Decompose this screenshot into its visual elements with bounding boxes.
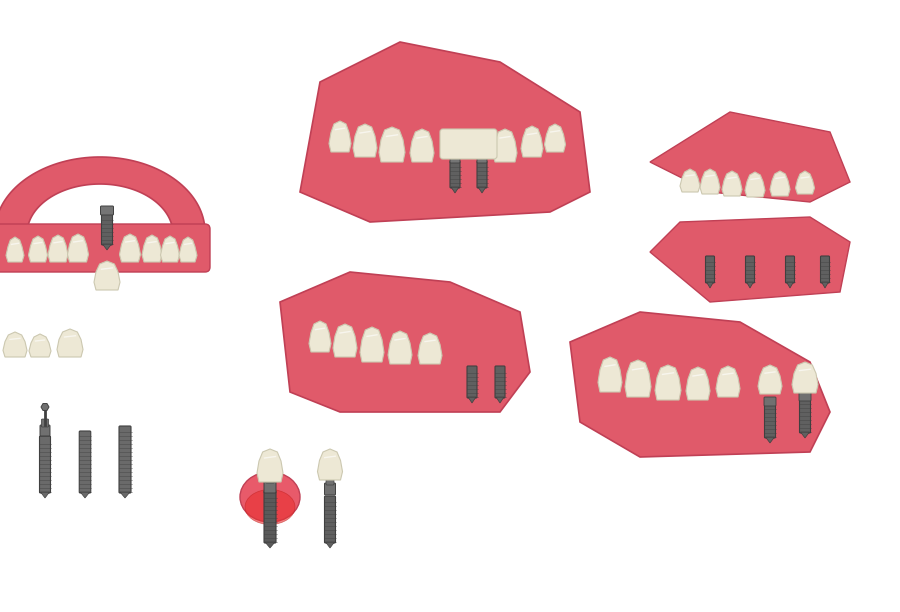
Polygon shape: [655, 365, 681, 400]
Polygon shape: [496, 397, 504, 403]
FancyBboxPatch shape: [477, 161, 487, 188]
FancyBboxPatch shape: [786, 256, 795, 283]
Polygon shape: [333, 324, 357, 357]
FancyBboxPatch shape: [40, 436, 50, 493]
FancyBboxPatch shape: [495, 366, 505, 398]
FancyBboxPatch shape: [450, 155, 460, 163]
Polygon shape: [257, 449, 283, 482]
Polygon shape: [388, 331, 412, 364]
FancyBboxPatch shape: [0, 224, 210, 272]
Polygon shape: [650, 217, 850, 302]
Polygon shape: [418, 333, 442, 364]
FancyBboxPatch shape: [101, 206, 113, 215]
Polygon shape: [179, 237, 197, 262]
Polygon shape: [3, 332, 27, 357]
Polygon shape: [770, 171, 790, 196]
Polygon shape: [300, 42, 590, 222]
FancyBboxPatch shape: [450, 161, 460, 188]
Ellipse shape: [240, 472, 300, 522]
Polygon shape: [265, 542, 275, 548]
Polygon shape: [318, 449, 343, 480]
Polygon shape: [120, 492, 130, 498]
FancyBboxPatch shape: [266, 475, 274, 483]
Polygon shape: [521, 126, 543, 157]
Polygon shape: [280, 272, 530, 412]
FancyBboxPatch shape: [764, 397, 776, 406]
Polygon shape: [80, 492, 90, 498]
Polygon shape: [544, 124, 565, 152]
Polygon shape: [160, 236, 179, 262]
Polygon shape: [451, 187, 459, 193]
Polygon shape: [468, 397, 476, 403]
Polygon shape: [716, 366, 740, 397]
Polygon shape: [686, 367, 710, 400]
FancyBboxPatch shape: [745, 256, 754, 283]
Polygon shape: [6, 237, 24, 262]
Polygon shape: [40, 492, 50, 498]
Polygon shape: [625, 360, 651, 397]
FancyBboxPatch shape: [467, 366, 477, 398]
Polygon shape: [650, 112, 850, 202]
FancyBboxPatch shape: [119, 426, 131, 493]
Polygon shape: [787, 282, 794, 288]
FancyBboxPatch shape: [799, 399, 811, 433]
Polygon shape: [29, 236, 48, 262]
FancyBboxPatch shape: [326, 477, 334, 485]
FancyBboxPatch shape: [264, 481, 276, 493]
FancyBboxPatch shape: [706, 256, 715, 283]
FancyBboxPatch shape: [440, 129, 497, 159]
Polygon shape: [722, 171, 742, 196]
FancyBboxPatch shape: [102, 213, 112, 245]
Polygon shape: [142, 235, 162, 262]
Polygon shape: [410, 129, 434, 162]
Polygon shape: [478, 187, 486, 193]
Polygon shape: [706, 282, 714, 288]
FancyBboxPatch shape: [821, 256, 830, 283]
Polygon shape: [792, 362, 818, 393]
FancyBboxPatch shape: [764, 404, 776, 438]
Polygon shape: [700, 169, 720, 194]
Polygon shape: [758, 365, 782, 394]
FancyBboxPatch shape: [477, 155, 487, 163]
Polygon shape: [598, 357, 622, 392]
Polygon shape: [746, 282, 753, 288]
Polygon shape: [103, 244, 112, 250]
Polygon shape: [800, 432, 809, 438]
Polygon shape: [766, 437, 775, 443]
Polygon shape: [29, 334, 51, 357]
Polygon shape: [379, 127, 405, 162]
Polygon shape: [94, 261, 120, 290]
Polygon shape: [57, 329, 83, 357]
FancyBboxPatch shape: [325, 483, 336, 495]
Polygon shape: [326, 542, 335, 548]
Polygon shape: [493, 129, 517, 162]
Polygon shape: [329, 121, 351, 152]
Polygon shape: [796, 171, 814, 194]
FancyBboxPatch shape: [799, 392, 811, 401]
Polygon shape: [48, 235, 68, 262]
Polygon shape: [309, 321, 331, 352]
FancyBboxPatch shape: [264, 491, 276, 543]
Polygon shape: [41, 403, 49, 411]
Polygon shape: [822, 282, 829, 288]
Polygon shape: [68, 234, 88, 262]
Polygon shape: [360, 327, 384, 362]
Polygon shape: [120, 234, 140, 262]
FancyBboxPatch shape: [41, 419, 49, 427]
Polygon shape: [353, 124, 377, 157]
Polygon shape: [680, 169, 700, 192]
Ellipse shape: [245, 490, 295, 524]
FancyBboxPatch shape: [325, 496, 336, 543]
Polygon shape: [745, 172, 765, 197]
Polygon shape: [570, 312, 830, 457]
FancyBboxPatch shape: [40, 425, 50, 436]
FancyBboxPatch shape: [79, 431, 91, 493]
Polygon shape: [0, 157, 205, 234]
